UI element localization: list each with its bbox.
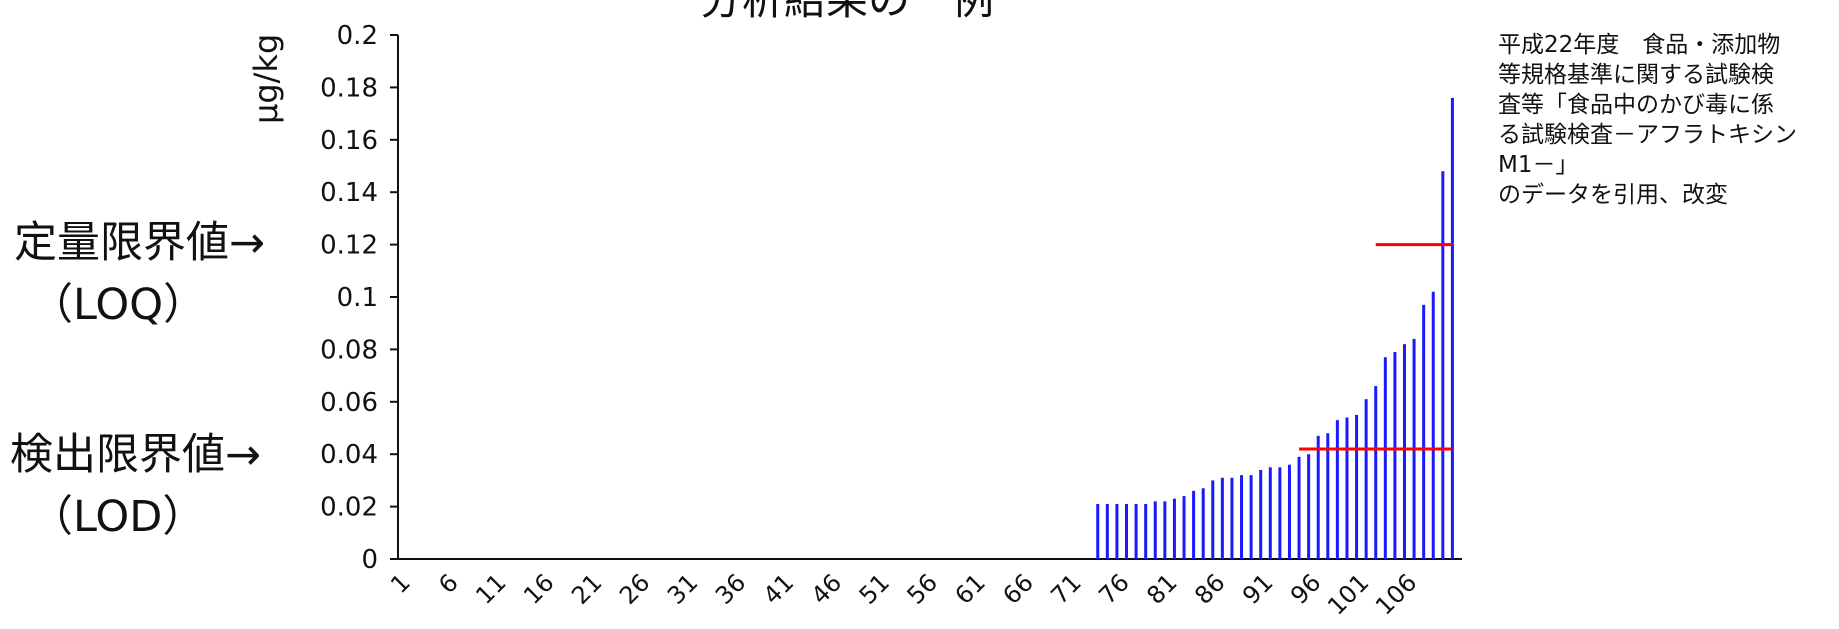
lod-annotation: 検出限界値→ bbox=[10, 430, 262, 480]
loq-sub-annotation: （LOQ） bbox=[30, 280, 207, 330]
bar bbox=[1297, 456, 1301, 559]
bar bbox=[1201, 488, 1205, 559]
bar bbox=[1431, 291, 1435, 559]
source-note-line: 等規格基準に関する試験検 bbox=[1498, 62, 1774, 88]
y-tick-label: 0.06 bbox=[320, 388, 378, 418]
bar bbox=[1374, 386, 1378, 559]
x-tick-label: 46 bbox=[806, 568, 847, 609]
bar bbox=[1163, 501, 1167, 559]
x-tick-label: 61 bbox=[950, 568, 991, 609]
y-tick-label: 0.08 bbox=[320, 335, 378, 365]
x-tick-label: 76 bbox=[1093, 568, 1134, 609]
bar bbox=[1278, 467, 1282, 559]
bar bbox=[1182, 496, 1186, 559]
source-note: 平成22年度 食品・添加物 等規格基準に関する試験検 査等「食品中のかび毒に係 … bbox=[1498, 30, 1838, 210]
x-tick-label: 36 bbox=[710, 568, 751, 609]
bar bbox=[1268, 467, 1272, 559]
x-tick-labels: 1 6 11 16 21 26 31 36 41 46 51 56 61 66 71 76 81 86 91 9610… bbox=[385, 568, 1422, 620]
y-tick-label: 0.18 bbox=[320, 73, 378, 103]
source-note-line: 査等「食品中のかび毒に係 bbox=[1498, 92, 1774, 118]
reference-lines bbox=[1299, 243, 1453, 451]
bar bbox=[1172, 498, 1176, 559]
bar bbox=[1240, 475, 1244, 559]
bar bbox=[1364, 399, 1368, 559]
source-note-line: のデータを引用、改変 bbox=[1498, 182, 1728, 208]
bar bbox=[1450, 97, 1454, 559]
bar bbox=[1249, 475, 1253, 559]
bar bbox=[1259, 469, 1263, 559]
bar bbox=[1220, 477, 1224, 559]
y-tick-label: 0.14 bbox=[320, 178, 378, 208]
bar bbox=[1355, 414, 1359, 559]
y-tick-label: 0.1 bbox=[337, 283, 378, 313]
chart-axes bbox=[390, 34, 1462, 560]
bar bbox=[1105, 503, 1109, 559]
y-tick-label: 0.02 bbox=[320, 493, 378, 523]
bar bbox=[1441, 171, 1445, 560]
chart-title: 分析結果の一例 bbox=[700, 0, 994, 27]
bar bbox=[1393, 352, 1397, 559]
bar bbox=[1211, 480, 1215, 559]
x-tick-label: 106 bbox=[1370, 568, 1422, 620]
bar bbox=[1096, 503, 1100, 559]
source-note-line: M1－」 bbox=[1498, 152, 1579, 178]
y-tick-label: 0.16 bbox=[320, 126, 378, 156]
x-tick-label: 1 bbox=[385, 568, 416, 599]
x-tick-label: 66 bbox=[997, 568, 1038, 609]
x-tick-label: 56 bbox=[902, 568, 943, 609]
bar bbox=[1153, 501, 1157, 559]
bar bbox=[1345, 417, 1349, 559]
bar bbox=[1144, 503, 1148, 559]
y-tick-label: 0 bbox=[361, 545, 378, 575]
x-tick-label: 41 bbox=[758, 568, 799, 609]
x-tick-label: 11 bbox=[470, 568, 511, 609]
bar bbox=[1115, 503, 1119, 559]
x-tick-label: 21 bbox=[566, 568, 607, 609]
x-tick-label: 26 bbox=[614, 568, 655, 609]
y-tick-label: 0.04 bbox=[320, 440, 378, 470]
x-tick-label: 101 bbox=[1322, 568, 1374, 620]
x-tick-label: 6 bbox=[433, 568, 464, 599]
bar bbox=[1134, 503, 1138, 559]
loq-annotation: 定量限界値→ bbox=[14, 218, 266, 268]
source-note-line: 平成22年度 食品・添加物 bbox=[1498, 32, 1781, 58]
bar bbox=[1335, 420, 1339, 559]
x-tick-label: 86 bbox=[1189, 568, 1230, 609]
x-tick-label: 31 bbox=[662, 568, 703, 609]
x-tick-label: 81 bbox=[1141, 568, 1182, 609]
lod-sub-annotation: （LOD） bbox=[30, 492, 206, 542]
bar bbox=[1316, 435, 1320, 559]
bar bbox=[1383, 357, 1387, 559]
y-tick-label: 0.12 bbox=[320, 231, 378, 261]
bar bbox=[1125, 503, 1129, 559]
x-tick-label: 71 bbox=[1045, 568, 1086, 609]
bar bbox=[1192, 490, 1196, 559]
x-tick-label: 16 bbox=[518, 568, 559, 609]
y-tick-label: 0.2 bbox=[337, 21, 378, 51]
bar bbox=[1287, 464, 1291, 559]
bar bbox=[1402, 344, 1406, 559]
x-tick-label: 51 bbox=[854, 568, 895, 609]
bar bbox=[1326, 433, 1330, 559]
y-tick-labels: 0.2 0.18 0.16 0.14 0.12 0.1 0.08 0.06 0.04 0.02 0 bbox=[320, 21, 378, 575]
chart-bars bbox=[1096, 97, 1454, 560]
x-tick-label: 91 bbox=[1237, 568, 1278, 609]
bar bbox=[1422, 304, 1426, 559]
bar bbox=[1230, 477, 1234, 559]
source-note-line: る試験検査－アフラトキシン bbox=[1498, 122, 1797, 148]
x-tick-label: 96 bbox=[1285, 568, 1326, 609]
bar bbox=[1307, 454, 1311, 559]
